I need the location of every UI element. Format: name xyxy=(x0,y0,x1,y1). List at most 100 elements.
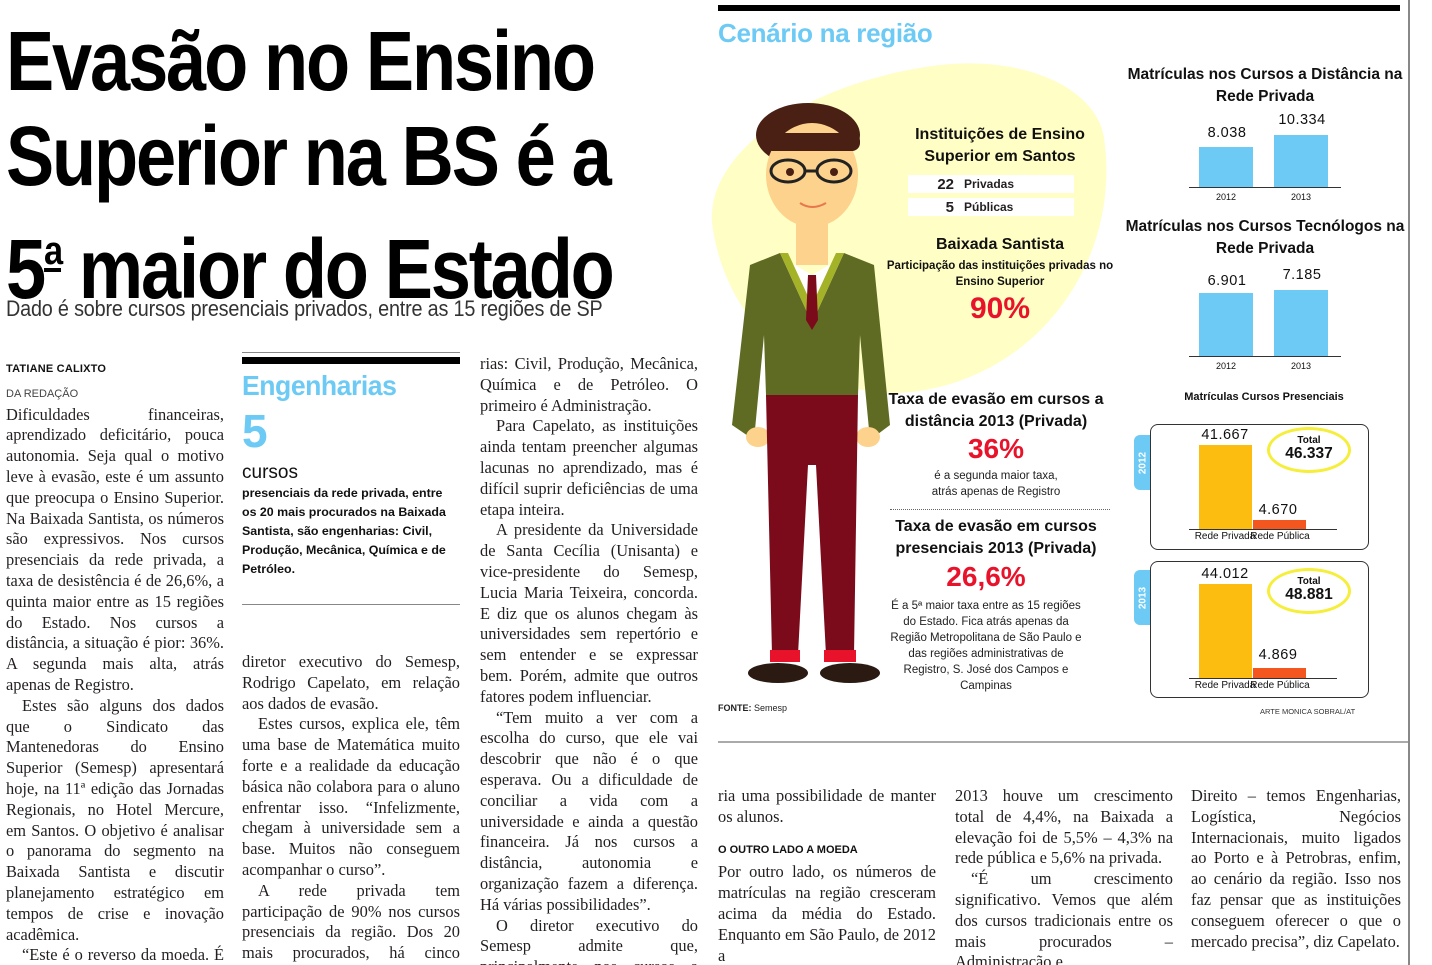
divider xyxy=(242,604,460,605)
article-column-3: rias: Civil, Produção, Mecânica, Química… xyxy=(480,354,698,965)
divider-thick xyxy=(242,357,460,364)
bar-rede-publica xyxy=(1253,520,1306,529)
paragraph: Para Capelato, as instituições ainda ten… xyxy=(480,416,698,519)
evasao-distancia-title: Taxa de evasão em cursos a distância 201… xyxy=(888,391,1104,430)
dotted-divider xyxy=(890,509,1110,510)
bar-value: 4.670 xyxy=(1258,502,1298,518)
article-column-5: 2013 houve um crescimento total de 4,4%,… xyxy=(955,786,1173,965)
headline-ordinal-suffix: a xyxy=(44,229,63,273)
paragraph: “Este é o reverso da moeda. É um fenômen… xyxy=(22,945,224,965)
chart-presenciais-title: Matrículas Cursos Presenciais xyxy=(1184,391,1344,403)
evasao-distancia-note: é a segunda maior taxa, atrás apenas de … xyxy=(931,470,1061,498)
article-column-4: ria uma possibilidade de manter os aluno… xyxy=(718,786,936,965)
total-label: Total xyxy=(1297,576,1321,587)
headline-line-1: Evasão no Ensino xyxy=(6,14,596,108)
x-tick-label: 2013 xyxy=(1290,361,1312,371)
bar-value: 10.334 xyxy=(1278,112,1326,128)
headline-line-3: 5a maior do Estado xyxy=(6,204,615,317)
bar-value: 4.869 xyxy=(1258,647,1298,663)
x-tick-label: Rede Privada xyxy=(1194,680,1256,691)
evasao-distancia-value: 36% xyxy=(967,433,1025,464)
paragraph: rias: Civil, Produção, Mecânica, Química… xyxy=(480,354,698,415)
headline: Evasão no Ensino Superior na BS é a 5a m… xyxy=(6,14,615,317)
engenharias-unit: cursos xyxy=(242,462,298,483)
bar-2013 xyxy=(1274,290,1328,356)
bar-2013 xyxy=(1274,135,1328,187)
bar-rede-privada xyxy=(1199,445,1252,529)
paragraph: Direito – temos Engenharias, Logística, … xyxy=(1191,786,1401,951)
paragraph: Dificuldades financeiras, aprendizado de… xyxy=(6,404,224,694)
year-tab-2013: 2013 xyxy=(1134,570,1152,625)
total-highlight: Total 48.881 xyxy=(1267,568,1351,614)
paragraph: A rede privada tem participação de 90% n… xyxy=(242,880,460,965)
year-tab-label: 2013 xyxy=(1137,586,1149,609)
x-tick-label: Rede Pública xyxy=(1250,680,1310,691)
x-axis xyxy=(1189,356,1341,357)
subheadline: Dado é sobre cursos presenciais privados… xyxy=(6,296,603,321)
column-rule xyxy=(1408,0,1410,965)
total-value: 48.881 xyxy=(1285,586,1333,603)
source-label: FONTE: xyxy=(718,703,752,713)
chart-tecnologos-title: Matrículas nos Cursos Tecnólogos na Rede… xyxy=(1125,218,1405,257)
divider xyxy=(242,352,460,353)
paragraph: diretor executivo do Semesp, Rodrigo Cap… xyxy=(242,652,460,713)
byline: TATIANE CALIXTO xyxy=(6,363,107,375)
x-axis xyxy=(1189,678,1337,679)
evasao-presencial-title: Taxa de evasão em cursos presenciais 201… xyxy=(895,518,1097,557)
institutions-count: 22 xyxy=(937,175,954,193)
institutions-count: 5 xyxy=(945,198,954,216)
year-tab-label: 2012 xyxy=(1137,451,1149,474)
x-tick-label: Rede Pública xyxy=(1250,531,1310,542)
total-value: 46.337 xyxy=(1285,445,1333,462)
headline-line-2: Superior na BS é a xyxy=(6,109,612,203)
article-column-2: diretor executivo do Semesp, Rodrigo Cap… xyxy=(242,652,460,965)
paragraph: Estes cursos, explica ele, têm uma base … xyxy=(242,714,460,879)
headline-line-3-rest: maior do Estado xyxy=(61,222,615,316)
paragraph: Por outro lado, os números de matrículas… xyxy=(718,862,936,965)
source-credit: FONTE: Semesp xyxy=(718,703,787,713)
institutions-title: Instituições de Ensino Superior em Santo… xyxy=(915,126,1085,165)
art-credit: ARTE MONICA SOBRAL/AT xyxy=(1260,707,1356,716)
institutions-label: Públicas xyxy=(964,200,1014,214)
paragraph: A presidente da Universidade de Santa Ce… xyxy=(480,520,698,706)
chart-distancia-title: Matrículas nos Cursos a Distância na Red… xyxy=(1127,66,1403,105)
bar-value: 44.012 xyxy=(1201,566,1249,582)
engenharias-title: Engenharias xyxy=(242,370,397,401)
paragraph: “É um crescimento significativo. Vemos q… xyxy=(955,869,1173,965)
evasao-presencial-value: 26,6% xyxy=(946,561,1026,592)
student-illustration-icon xyxy=(732,103,890,683)
baixada-subtitle: Participação das instituições privadas n… xyxy=(886,260,1114,288)
infographic-title: Cenário na região xyxy=(718,18,933,48)
bar-rede-privada xyxy=(1199,584,1252,678)
paragraph: “Tem muito a ver com a escolha do curso,… xyxy=(480,707,698,914)
chart-presenciais-2013: 44.012 4.869 Rede Privada Rede Pública T… xyxy=(1150,561,1369,698)
paragraph: O diretor executivo do Semesp admite que… xyxy=(480,915,698,965)
x-tick-label: 2013 xyxy=(1290,192,1312,202)
institutions-row-public: 5 Públicas xyxy=(908,198,1074,216)
engenharias-number: 5 xyxy=(242,405,268,457)
bar-value: 41.667 xyxy=(1201,427,1249,443)
bar-value: 8.038 xyxy=(1207,125,1247,141)
headline-ordinal-number: 5 xyxy=(6,222,46,316)
paragraph: 2013 houve um crescimento total de 4,4%,… xyxy=(955,786,1173,868)
institutions-label: Privadas xyxy=(964,177,1015,191)
bar-value: 7.185 xyxy=(1282,267,1322,283)
engenharias-description: presenciais da rede privada, entre os 20… xyxy=(242,486,446,576)
bar-2012 xyxy=(1199,293,1253,356)
chart-tecnologos: 6.901 7.185 2012 2013 xyxy=(1120,265,1410,375)
x-tick-label: 2012 xyxy=(1215,192,1237,202)
evasao-presencial-note: É a 5ª maior taxa entre as 15 regiões do… xyxy=(890,600,1082,692)
x-tick-label: Rede Privada xyxy=(1194,531,1256,542)
bar-2012 xyxy=(1199,147,1253,187)
paragraph: Estes são alguns dos dados que o Sindica… xyxy=(6,695,224,944)
bar-rede-publica xyxy=(1253,668,1306,678)
engenharias-box: Engenharias 5 cursos presenciais da rede… xyxy=(242,352,460,605)
institutions-row-private: 22 Privadas xyxy=(908,175,1074,193)
total-highlight: Total 46.337 xyxy=(1267,427,1351,473)
x-tick-label: 2012 xyxy=(1215,361,1237,371)
paragraph: ria uma possibilidade de manter os aluno… xyxy=(718,786,936,826)
section-divider xyxy=(718,741,1408,743)
total-label: Total xyxy=(1297,435,1321,446)
article-column-1: TATIANE CALIXTO DA REDAÇÃO Dificuldades … xyxy=(6,359,224,965)
chart-distancia: 8.038 10.334 2012 2013 xyxy=(1120,110,1410,205)
